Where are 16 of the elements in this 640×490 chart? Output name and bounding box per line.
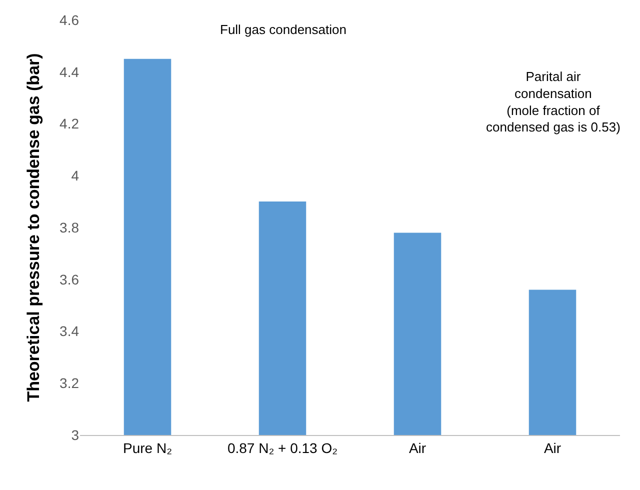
x-tick-label: 0.87 N₂ + 0.13 O₂ (227, 440, 338, 456)
x-tick-label: Air (408, 440, 426, 456)
y-tick-label: 4.2 (60, 116, 80, 132)
y-tick-label: 3.8 (60, 219, 80, 236)
y-axis-title: Theoretical pressure to condense gas (bar) (24, 53, 44, 402)
y-tick-label: 3.6 (60, 271, 80, 288)
y-tick-label: 4.6 (60, 12, 80, 28)
x-tick-label: Air (544, 440, 562, 456)
annotation: Parital air condensation (mole fraction of condensed gas is 0.53) (486, 69, 620, 135)
x-tick-label: Pure N₂ (122, 440, 172, 456)
annotation: Full gas condensation (220, 22, 346, 37)
y-tick-label: 4 (71, 168, 80, 184)
y-tick-label: 3 (71, 426, 80, 443)
y-tick-label: 3.4 (60, 323, 80, 340)
y-tick-label: 3.2 (60, 375, 80, 392)
y-tick-label: 4.4 (60, 64, 80, 80)
